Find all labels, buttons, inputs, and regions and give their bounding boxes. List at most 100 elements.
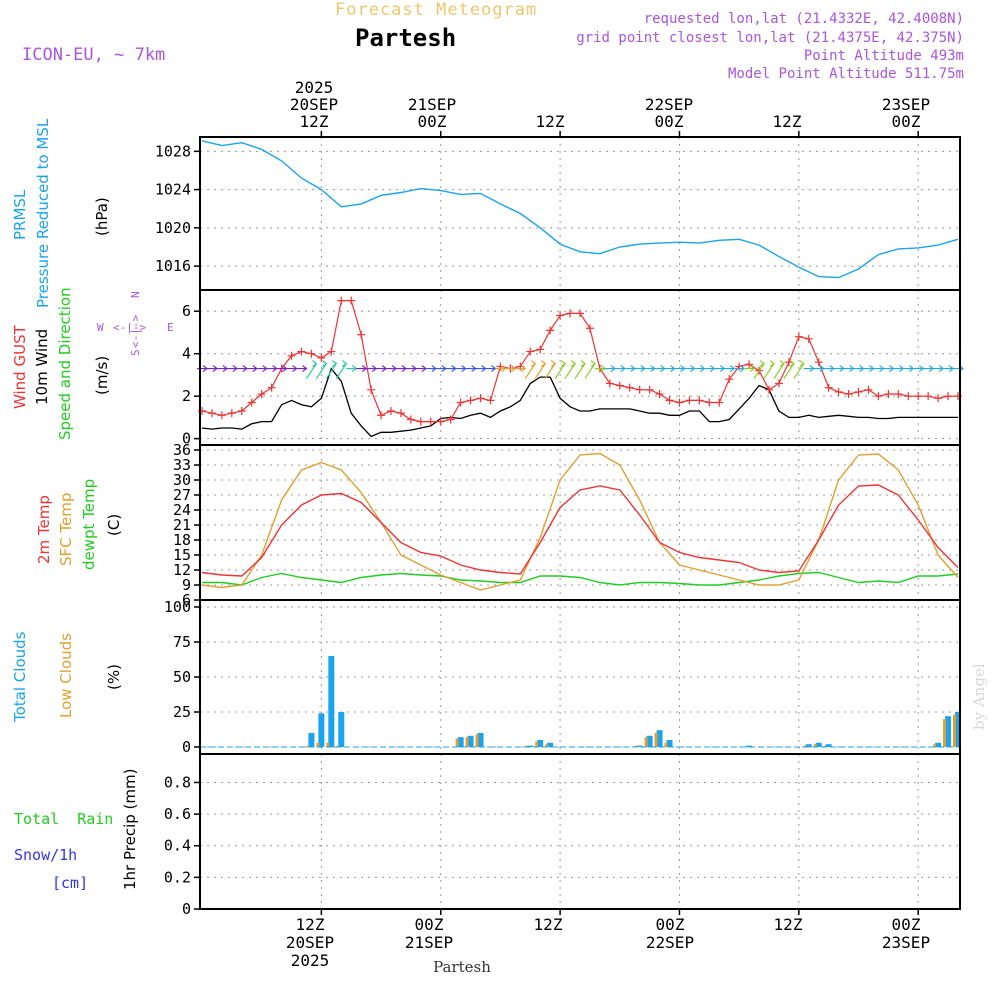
wind-direction-arrow <box>853 365 865 373</box>
wind-direction-arrow <box>415 365 427 373</box>
gust-point <box>765 385 773 394</box>
bottom-tick-l1: 00Z <box>415 915 444 934</box>
low-cloud-bar <box>654 733 658 747</box>
pressure-panel: 1016 1020 1024 1028 <box>155 137 960 290</box>
gust-point <box>705 398 714 407</box>
wind-direction-arrow <box>335 360 348 379</box>
clouds-ytick-label: 25 <box>173 703 191 721</box>
temp-ytick-label: 30 <box>173 471 191 489</box>
temp-ytick-label: 24 <box>173 501 191 519</box>
wind-compass: W <-|-> E <-|-> N S <box>97 291 174 356</box>
total-cloud-bar <box>537 740 544 747</box>
gust-point <box>406 415 415 424</box>
model-altitude: Model Point Altitude 511.75m <box>728 66 964 82</box>
gust-point <box>725 375 734 384</box>
gust-point <box>576 309 584 318</box>
precip-ytick-label: 0.6 <box>164 805 191 823</box>
bottom-tick-l1: 00Z <box>656 915 685 934</box>
gust-point <box>287 351 296 360</box>
gust-point <box>486 396 495 405</box>
gust-point <box>824 383 833 392</box>
gust-point <box>237 407 246 416</box>
clouds-ytick-label: 75 <box>173 633 191 651</box>
wind-direction-arrow <box>296 365 308 373</box>
clouds-unit: (%) <box>105 664 123 690</box>
gust-point <box>357 330 366 339</box>
gust-point <box>556 311 565 320</box>
wind-direction-arrow <box>783 360 795 379</box>
gust-point <box>904 392 913 401</box>
low-cloud-bar <box>664 742 668 747</box>
top-tick-l3: 00Z <box>655 112 684 131</box>
wind-ytick-label: 0 <box>182 430 191 448</box>
total-cloud-bar <box>636 745 643 747</box>
tsfc-label: SFC Temp <box>57 493 75 566</box>
low-cloud-bar <box>475 734 479 747</box>
wind-direction-arrow <box>534 360 547 379</box>
gust-point <box>446 415 455 424</box>
precip-ytick-label: 0.4 <box>164 837 191 855</box>
total-cloud-bar <box>477 733 484 747</box>
wind-direction-arrow <box>903 365 915 373</box>
gust-point <box>924 392 933 401</box>
footer-location: Partesh <box>433 958 491 976</box>
wind-direction-arrow <box>305 360 318 379</box>
gust-point <box>327 347 336 356</box>
total-cloud-bar <box>656 730 663 747</box>
bottom-tick-l2: 21SEP <box>405 933 453 952</box>
low-cloud-bar <box>545 744 549 747</box>
panel-frame <box>199 753 961 910</box>
total-cloud-bar <box>945 716 952 747</box>
wind-dir-label: Speed and Direction <box>56 287 74 440</box>
total-cloud-bar <box>646 735 653 747</box>
clouds-panel: 0 25 50 75 100 <box>164 598 961 756</box>
total-cloud-bar <box>338 712 345 747</box>
gust-point <box>377 411 386 420</box>
precip-ytick-label: 0 <box>182 900 191 918</box>
top-tick-l3: 00Z <box>418 112 447 131</box>
gust-point <box>247 398 256 407</box>
cloud-labels: Total Clouds Low Clouds (%) <box>11 631 123 723</box>
wind-direction-arrow <box>325 360 338 379</box>
wind-direction-arrow <box>694 365 706 373</box>
temp-unit: (C) <box>105 514 123 536</box>
wind-direction-arrow <box>654 365 666 373</box>
gust-point <box>267 383 276 392</box>
total-cloud-bar <box>457 737 464 747</box>
gust-point <box>665 396 674 405</box>
wind-direction-arrow <box>465 365 477 373</box>
wind-direction-arrow <box>554 360 567 379</box>
low-cloud-bar <box>525 745 529 747</box>
requested-coords: requested lon,lat (21.4332E, 42.4008N) <box>644 11 964 27</box>
pressure-line <box>201 140 959 279</box>
wind-direction-arrow <box>923 365 935 373</box>
bottom-tick-l1: 12Z <box>774 915 803 934</box>
gust-point <box>347 296 356 305</box>
compass-north: N <box>129 291 142 298</box>
gust-point <box>317 353 326 362</box>
gust-point <box>854 387 863 396</box>
point-altitude: Point Altitude 493m <box>804 48 964 64</box>
low-cloud-bar <box>535 741 539 747</box>
gust-point <box>834 387 843 396</box>
wind-direction-arrow <box>485 365 497 373</box>
wind-direction-arrow <box>256 365 268 373</box>
wind-direction-arrow <box>823 365 835 373</box>
clouds-ytick-label: 100 <box>164 598 191 616</box>
rain-label: Total Rain <box>14 810 113 828</box>
low-cloud-bar <box>933 744 937 747</box>
compass-vertical: <-|-> <box>129 315 142 348</box>
wind-direction-arrow <box>624 365 636 373</box>
gust-point <box>456 398 465 407</box>
wind-direction-arrow <box>386 365 397 373</box>
gust-point <box>416 417 425 426</box>
wind-direction-arrow <box>206 365 218 373</box>
wind-direction-arrow <box>604 365 616 373</box>
total-cloud-bar <box>318 713 325 747</box>
top-tick-l3: 12Z <box>300 112 329 131</box>
gust-point <box>774 379 783 388</box>
wind-direction-arrow <box>584 360 596 379</box>
low-cloud-bar <box>336 745 340 747</box>
grid-point-coords: grid point closest lon,lat (21.4375E, 42… <box>576 30 964 46</box>
wind-direction-arrow <box>286 365 298 373</box>
